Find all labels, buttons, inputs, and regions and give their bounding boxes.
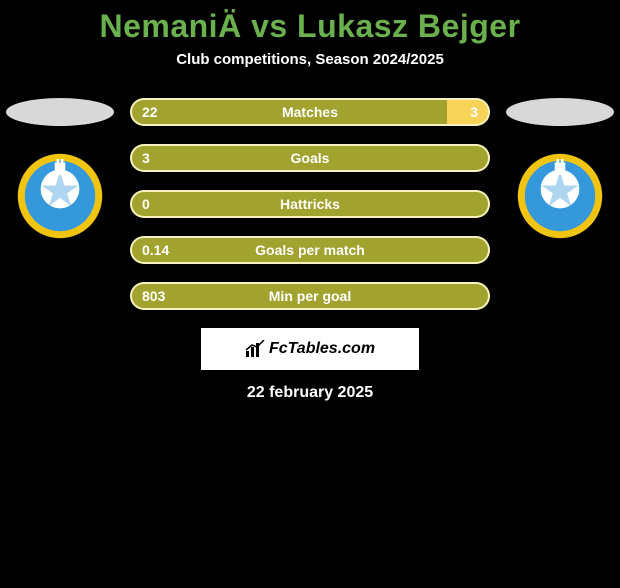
page-title: NemaniÄ vs Lukasz Bejger <box>0 8 620 45</box>
stat-label: Goals per match <box>255 242 365 258</box>
bar-segment-right <box>447 98 490 126</box>
stat-value-left: 3 <box>142 150 150 166</box>
stat-value-left: 22 <box>142 104 158 120</box>
stat-value-left: 0 <box>142 196 150 212</box>
player-avatar-right <box>506 98 614 126</box>
watermark: FcTables.com <box>201 328 419 370</box>
stat-row: 0 Hattricks <box>130 190 490 218</box>
player-avatar-left <box>6 98 114 126</box>
club-logo-left <box>16 152 104 240</box>
subtitle: Club competitions, Season 2024/2025 <box>0 51 620 68</box>
watermark-text: FcTables.com <box>269 340 375 358</box>
stat-row: 22 3 Matches <box>130 98 490 126</box>
stat-value-left: 0.14 <box>142 242 169 258</box>
chart-icon <box>245 340 265 358</box>
stat-row: 0.14 Goals per match <box>130 236 490 264</box>
stat-label: Matches <box>282 104 338 120</box>
stat-bars: 22 3 Matches 3 Goals 0 Hattricks 0.14 Goals per … <box>130 98 490 310</box>
stat-value-right: 3 <box>470 104 478 120</box>
stat-value-left: 803 <box>142 288 165 304</box>
stat-label: Goals <box>291 150 330 166</box>
stat-row: 803 Min per goal <box>130 282 490 310</box>
club-logo-right <box>516 152 604 240</box>
comparison-container: 22 3 Matches 3 Goals 0 Hattricks 0.14 Goals per … <box>0 98 620 402</box>
stat-label: Min per goal <box>269 288 351 304</box>
stat-label: Hattricks <box>280 196 340 212</box>
stat-row: 3 Goals <box>130 144 490 172</box>
date-label: 22 february 2025 <box>0 384 620 402</box>
